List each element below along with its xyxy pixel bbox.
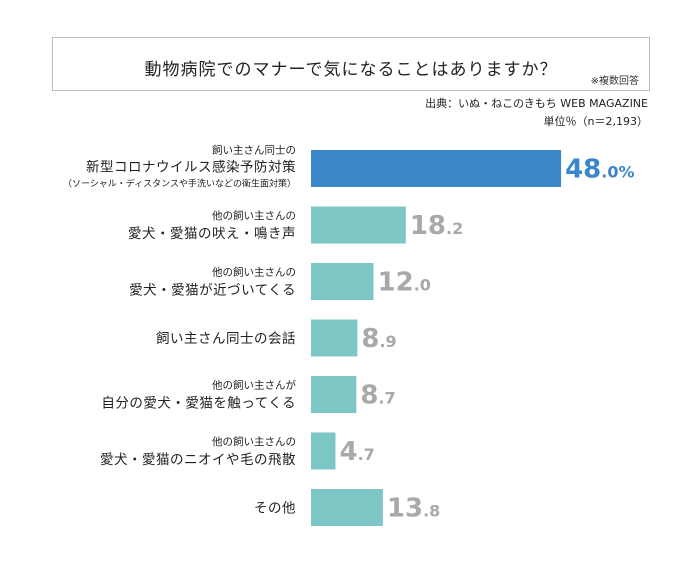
value-label-decimal: .9 [379,332,396,351]
category-label-5-line-2: 自分の愛犬・愛猫を触ってくる [101,396,296,412]
value-label-2: 18.2 [410,211,463,241]
bar-1 [311,150,562,187]
category-label-2-line-1: 他の飼い主さんの [212,209,296,222]
category-label-6-line-2: 愛犬・愛猫のニオイや毛の飛散 [100,452,296,468]
chart-title: 動物病院でのマナーで気になることはありますか？ [144,60,558,80]
source-note: 出典：いぬ・ねこのきもち WEB MAGAZINE [425,97,648,110]
value-label-decimal: .7 [378,389,395,408]
category-label-7-line-1: その他 [254,501,296,517]
category-label-3-line-2: 愛犬・愛猫が近づいてくる [129,283,296,299]
category-label-5-line-1: 他の飼い主さんが [212,379,296,392]
category-label-2-line-2: 愛犬・愛猫の吠え・鳴き声 [128,226,296,242]
category-label-1-line-2: 新型コロナウイルス感染予防対策 [86,159,296,176]
bar-4 [311,319,358,357]
value-label-5: 8.7 [360,381,395,411]
category-label-1-line-3: （ソーシャル・ディスタンスや手洗いなどの衛生面対策） [63,178,296,190]
category-label-6-line-1: 他の飼い主さんの [212,435,296,448]
value-label-3: 12.0 [378,268,431,298]
value-label-decimal: .8 [423,502,440,521]
value-label-decimal: .0 [414,276,431,295]
value-label-percent: % [618,163,634,182]
value-label-integer: 18 [410,211,446,241]
unit-note: 単位％（n＝2,193） [543,115,648,128]
chart-title-box: 動物病院でのマナーで気になることはありますか？ ※複数回答 [52,37,650,91]
bar-7 [311,489,383,526]
value-label-decimal: .2 [446,219,463,238]
value-label-1: 48.0% [565,155,634,185]
value-label-integer: 12 [378,268,414,298]
category-label-4-line-1: 飼い主さん同士の会話 [156,330,296,347]
value-label-decimal: .7 [358,445,375,464]
value-label-integer: 4 [339,437,357,467]
category-label-1-line-1: 飼い主さん同士の [212,144,296,157]
bar-6 [311,432,336,470]
category-label-3-line-1: 他の飼い主さんの [212,266,296,279]
bar-2 [311,206,406,244]
value-label-decimal: .0 [601,163,618,182]
value-label-6: 4.7 [339,437,374,467]
value-label-7: 13.8 [387,494,440,524]
value-label-integer: 8 [361,324,379,354]
value-label-integer: 8 [360,381,378,411]
bar-3 [311,263,374,300]
value-label-integer: 13 [387,494,423,524]
multiple-answer-note: ※複数回答 [590,76,639,87]
bar-5 [311,376,357,413]
value-label-4: 8.9 [361,324,396,354]
value-label-integer: 48 [565,155,601,185]
